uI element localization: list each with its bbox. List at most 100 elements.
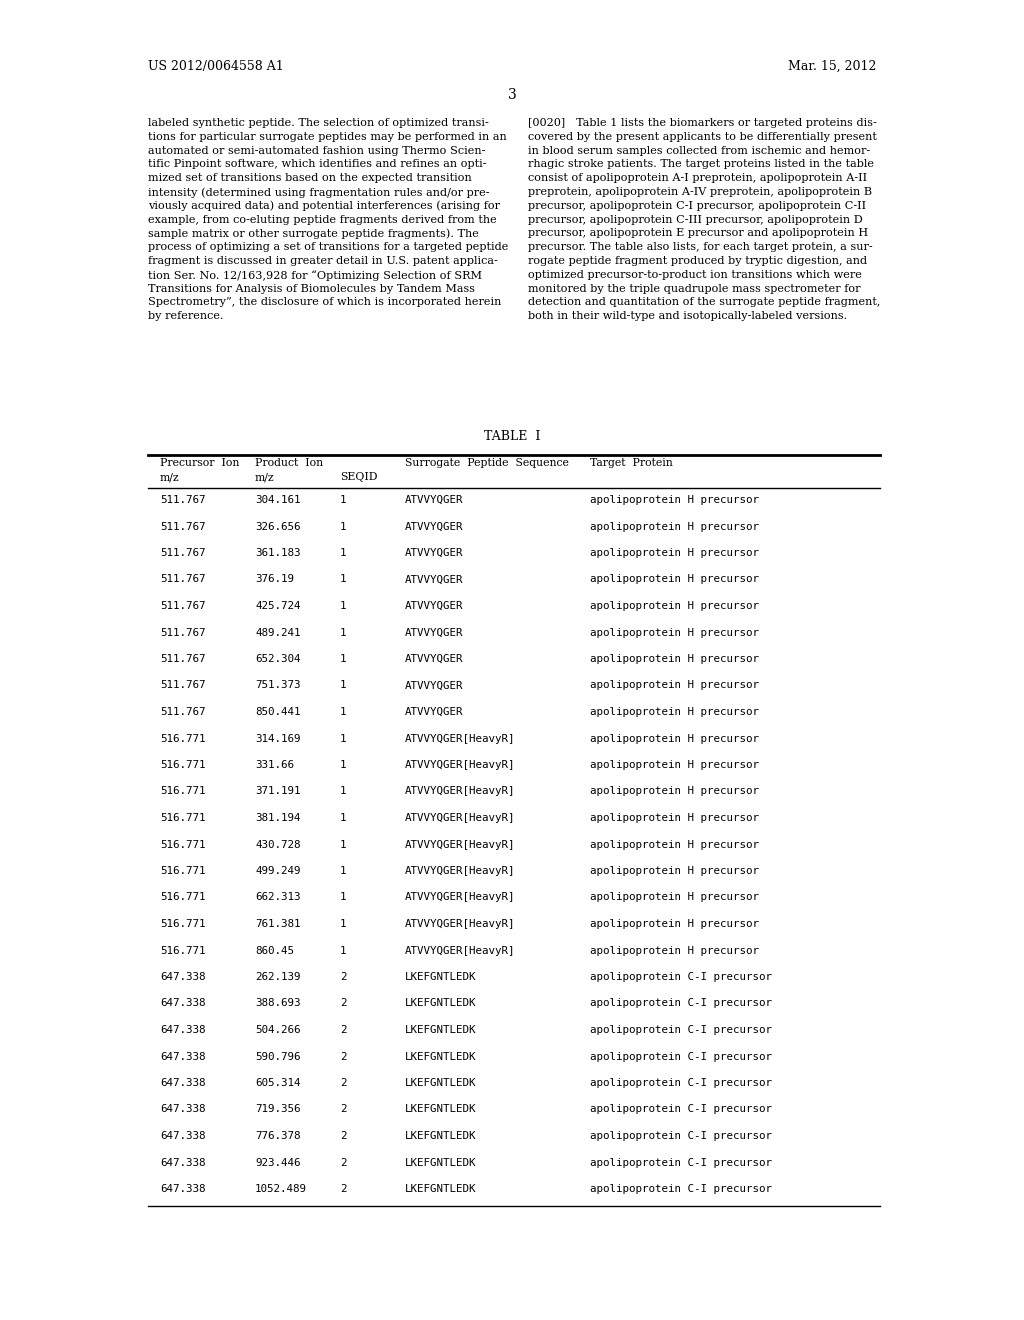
Text: 1: 1 — [340, 574, 346, 585]
Text: m/z: m/z — [255, 473, 274, 482]
Text: 1: 1 — [340, 840, 346, 850]
Text: 2: 2 — [340, 1184, 346, 1195]
Text: 590.796: 590.796 — [255, 1052, 300, 1061]
Text: apolipoprotein C-I precursor: apolipoprotein C-I precursor — [590, 1131, 772, 1140]
Text: 1: 1 — [340, 734, 346, 743]
Text: rogate peptide fragment produced by tryptic digestion, and: rogate peptide fragment produced by tryp… — [528, 256, 867, 267]
Text: 425.724: 425.724 — [255, 601, 300, 611]
Text: apolipoprotein H precursor: apolipoprotein H precursor — [590, 813, 759, 822]
Text: apolipoprotein C-I precursor: apolipoprotein C-I precursor — [590, 1052, 772, 1061]
Text: 2: 2 — [340, 1131, 346, 1140]
Text: consist of apolipoprotein A-I preprotein, apolipoprotein A-II: consist of apolipoprotein A-I preprotein… — [528, 173, 867, 183]
Text: LKEFGNTLEDK: LKEFGNTLEDK — [406, 972, 476, 982]
Text: 516.771: 516.771 — [160, 734, 206, 743]
Text: 1: 1 — [340, 708, 346, 717]
Text: labeled synthetic peptide. The selection of optimized transi-: labeled synthetic peptide. The selection… — [148, 117, 488, 128]
Text: precursor, apolipoprotein C-III precursor, apolipoprotein D: precursor, apolipoprotein C-III precurso… — [528, 215, 863, 224]
Text: ATVVYQGER: ATVVYQGER — [406, 708, 464, 717]
Text: 761.381: 761.381 — [255, 919, 300, 929]
Text: in blood serum samples collected from ischemic and hemor-: in blood serum samples collected from is… — [528, 145, 870, 156]
Text: 1052.489: 1052.489 — [255, 1184, 307, 1195]
Text: ATVVYQGER[HeavyR]: ATVVYQGER[HeavyR] — [406, 892, 515, 903]
Text: LKEFGNTLEDK: LKEFGNTLEDK — [406, 1078, 476, 1088]
Text: 1: 1 — [340, 813, 346, 822]
Text: 516.771: 516.771 — [160, 945, 206, 956]
Text: LKEFGNTLEDK: LKEFGNTLEDK — [406, 998, 476, 1008]
Text: intensity (determined using fragmentation rules and/or pre-: intensity (determined using fragmentatio… — [148, 187, 489, 198]
Text: 304.161: 304.161 — [255, 495, 300, 506]
Text: 371.191: 371.191 — [255, 787, 300, 796]
Text: apolipoprotein H precursor: apolipoprotein H precursor — [590, 734, 759, 743]
Text: by reference.: by reference. — [148, 312, 223, 321]
Text: apolipoprotein C-I precursor: apolipoprotein C-I precursor — [590, 1105, 772, 1114]
Text: LKEFGNTLEDK: LKEFGNTLEDK — [406, 1026, 476, 1035]
Text: 314.169: 314.169 — [255, 734, 300, 743]
Text: apolipoprotein H precursor: apolipoprotein H precursor — [590, 919, 759, 929]
Text: 850.441: 850.441 — [255, 708, 300, 717]
Text: optimized precursor-to-product ion transitions which were: optimized precursor-to-product ion trans… — [528, 269, 862, 280]
Text: ATVVYQGER: ATVVYQGER — [406, 574, 464, 585]
Text: LKEFGNTLEDK: LKEFGNTLEDK — [406, 1105, 476, 1114]
Text: apolipoprotein H precursor: apolipoprotein H precursor — [590, 760, 759, 770]
Text: 376.19: 376.19 — [255, 574, 294, 585]
Text: 1: 1 — [340, 627, 346, 638]
Text: SEQID: SEQID — [340, 473, 378, 482]
Text: ATVVYQGER[HeavyR]: ATVVYQGER[HeavyR] — [406, 866, 515, 876]
Text: ATVVYQGER[HeavyR]: ATVVYQGER[HeavyR] — [406, 787, 515, 796]
Text: Surrogate  Peptide  Sequence: Surrogate Peptide Sequence — [406, 458, 569, 469]
Text: Spectrometry”, the disclosure of which is incorporated herein: Spectrometry”, the disclosure of which i… — [148, 297, 502, 308]
Text: [0020]   Table 1 lists the biomarkers or targeted proteins dis-: [0020] Table 1 lists the biomarkers or t… — [528, 117, 877, 128]
Text: TABLE  I: TABLE I — [483, 430, 541, 444]
Text: fragment is discussed in greater detail in U.S. patent applica-: fragment is discussed in greater detail … — [148, 256, 498, 267]
Text: detection and quantitation of the surrogate peptide fragment,: detection and quantitation of the surrog… — [528, 297, 881, 308]
Text: 2: 2 — [340, 1026, 346, 1035]
Text: ATVVYQGER: ATVVYQGER — [406, 601, 464, 611]
Text: tions for particular surrogate peptides may be performed in an: tions for particular surrogate peptides … — [148, 132, 507, 141]
Text: mized set of transitions based on the expected transition: mized set of transitions based on the ex… — [148, 173, 472, 183]
Text: 647.338: 647.338 — [160, 1131, 206, 1140]
Text: 262.139: 262.139 — [255, 972, 300, 982]
Text: US 2012/0064558 A1: US 2012/0064558 A1 — [148, 59, 284, 73]
Text: precursor. The table also lists, for each target protein, a sur-: precursor. The table also lists, for eac… — [528, 242, 872, 252]
Text: 719.356: 719.356 — [255, 1105, 300, 1114]
Text: Transitions for Analysis of Biomolecules by Tandem Mass: Transitions for Analysis of Biomolecules… — [148, 284, 475, 293]
Text: 1: 1 — [340, 892, 346, 903]
Text: ATVVYQGER: ATVVYQGER — [406, 495, 464, 506]
Text: apolipoprotein H precursor: apolipoprotein H precursor — [590, 574, 759, 585]
Text: LKEFGNTLEDK: LKEFGNTLEDK — [406, 1131, 476, 1140]
Text: apolipoprotein H precursor: apolipoprotein H precursor — [590, 787, 759, 796]
Text: monitored by the triple quadrupole mass spectrometer for: monitored by the triple quadrupole mass … — [528, 284, 860, 293]
Text: 652.304: 652.304 — [255, 653, 300, 664]
Text: apolipoprotein C-I precursor: apolipoprotein C-I precursor — [590, 998, 772, 1008]
Text: 2: 2 — [340, 1078, 346, 1088]
Text: 326.656: 326.656 — [255, 521, 300, 532]
Text: 489.241: 489.241 — [255, 627, 300, 638]
Text: 751.373: 751.373 — [255, 681, 300, 690]
Text: ATVVYQGER: ATVVYQGER — [406, 521, 464, 532]
Text: ATVVYQGER: ATVVYQGER — [406, 681, 464, 690]
Text: apolipoprotein H precursor: apolipoprotein H precursor — [590, 548, 759, 558]
Text: apolipoprotein H precursor: apolipoprotein H precursor — [590, 840, 759, 850]
Text: ATVVYQGER[HeavyR]: ATVVYQGER[HeavyR] — [406, 945, 515, 956]
Text: precursor, apolipoprotein C-I precursor, apolipoprotein C-II: precursor, apolipoprotein C-I precursor,… — [528, 201, 866, 211]
Text: apolipoprotein H precursor: apolipoprotein H precursor — [590, 521, 759, 532]
Text: apolipoprotein H precursor: apolipoprotein H precursor — [590, 945, 759, 956]
Text: precursor, apolipoprotein E precursor and apolipoprotein H: precursor, apolipoprotein E precursor an… — [528, 228, 868, 239]
Text: 511.767: 511.767 — [160, 627, 206, 638]
Text: LKEFGNTLEDK: LKEFGNTLEDK — [406, 1184, 476, 1195]
Text: process of optimizing a set of transitions for a targeted peptide: process of optimizing a set of transitio… — [148, 242, 508, 252]
Text: 504.266: 504.266 — [255, 1026, 300, 1035]
Text: ATVVYQGER[HeavyR]: ATVVYQGER[HeavyR] — [406, 734, 515, 743]
Text: 1: 1 — [340, 945, 346, 956]
Text: apolipoprotein H precursor: apolipoprotein H precursor — [590, 708, 759, 717]
Text: ATVVYQGER[HeavyR]: ATVVYQGER[HeavyR] — [406, 760, 515, 770]
Text: 331.66: 331.66 — [255, 760, 294, 770]
Text: LKEFGNTLEDK: LKEFGNTLEDK — [406, 1052, 476, 1061]
Text: 516.771: 516.771 — [160, 866, 206, 876]
Text: ATVVYQGER: ATVVYQGER — [406, 653, 464, 664]
Text: 1: 1 — [340, 866, 346, 876]
Text: 499.249: 499.249 — [255, 866, 300, 876]
Text: tific Pinpoint software, which identifies and refines an opti-: tific Pinpoint software, which identifie… — [148, 160, 486, 169]
Text: 605.314: 605.314 — [255, 1078, 300, 1088]
Text: 3: 3 — [508, 88, 516, 102]
